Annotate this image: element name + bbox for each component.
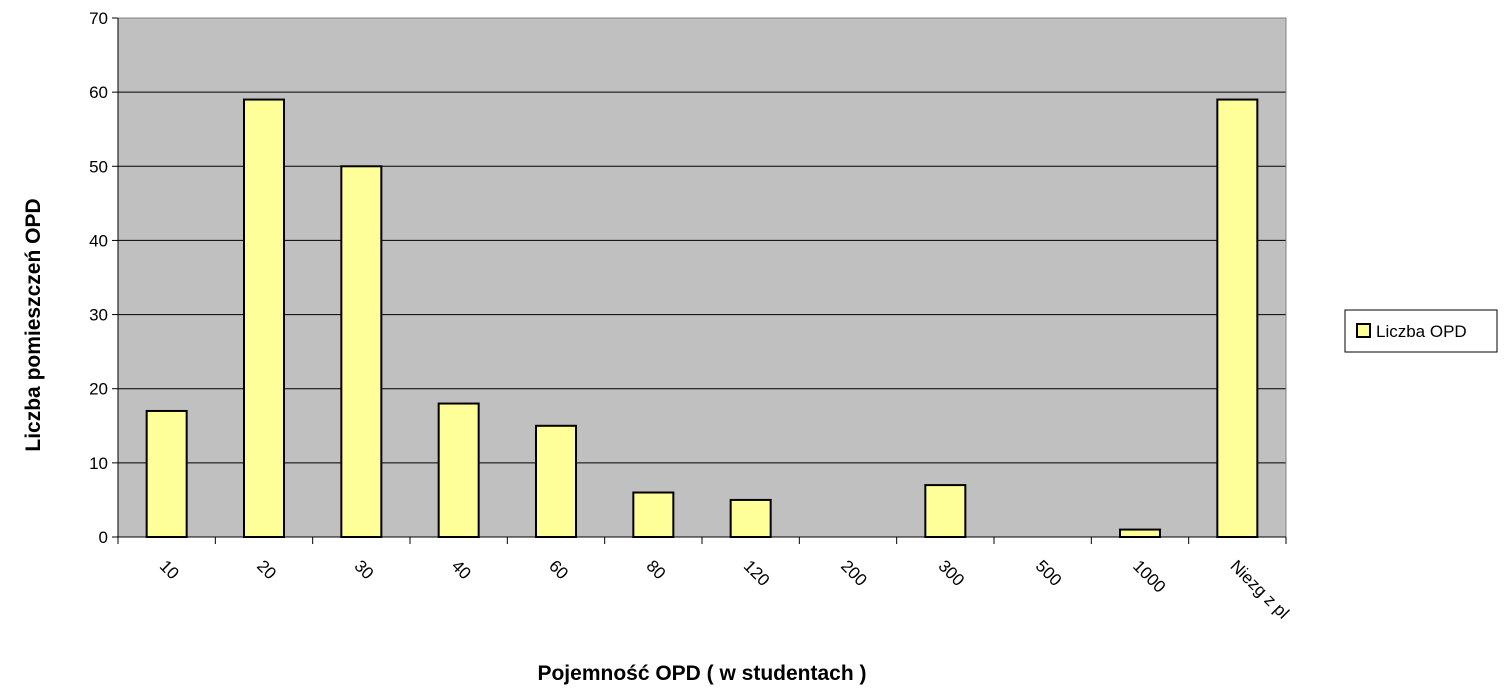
y-tick-label: 0 — [99, 528, 108, 547]
bar — [437, 402, 480, 538]
y-tick-label: 40 — [89, 231, 108, 250]
x-axis-title: Pojemność OPD ( w studentach ) — [537, 662, 866, 685]
y-tick-label: 10 — [89, 454, 108, 473]
y-axis-title: Liczba pomieszczeń OPD — [22, 198, 45, 451]
bar — [243, 98, 285, 539]
bar — [729, 498, 772, 538]
legend-swatch — [1356, 323, 1371, 338]
bar — [924, 484, 967, 539]
y-tick-label: 60 — [89, 83, 108, 102]
plot-area — [118, 18, 1286, 537]
bar — [1216, 98, 1259, 539]
bar — [145, 409, 188, 539]
bar — [1119, 528, 1161, 538]
y-tick-label: 30 — [89, 306, 108, 325]
y-tick-label: 50 — [89, 157, 108, 176]
y-tick-label: 70 — [89, 9, 108, 28]
bar — [340, 165, 383, 539]
y-tick-label: 20 — [89, 380, 108, 399]
bar — [535, 424, 577, 538]
legend-label: Liczba OPD — [1376, 322, 1467, 341]
bar — [632, 491, 675, 538]
